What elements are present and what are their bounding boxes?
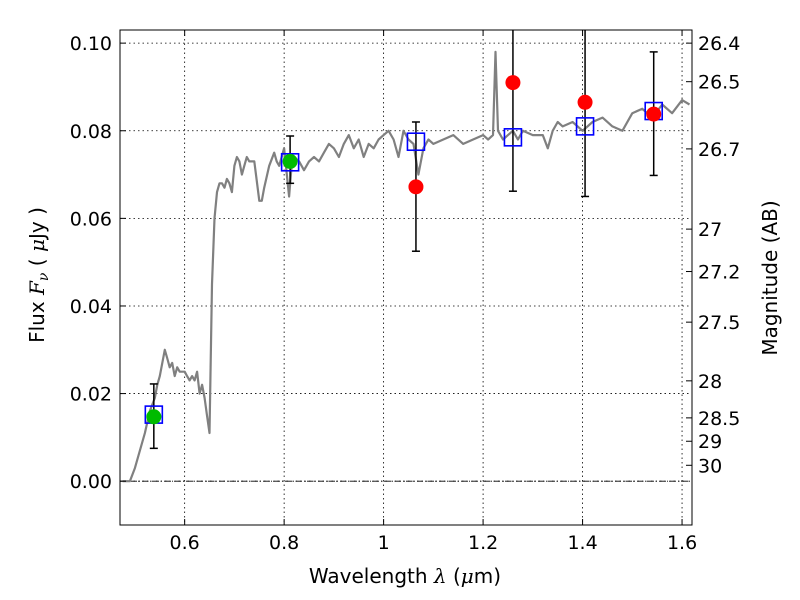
x-axis-label: Wavelength λ (μm) <box>309 564 501 588</box>
observed-point <box>646 106 662 122</box>
mag-tick-label: 26.7 <box>698 139 740 161</box>
x-tick-label: 0.6 <box>170 532 200 554</box>
model-point-square <box>575 117 595 136</box>
observed-point <box>505 75 521 91</box>
y-tick-label: 0.10 <box>70 33 112 55</box>
x-tick-label: 1.6 <box>667 532 697 554</box>
model-photometry-markers <box>144 101 664 424</box>
y-tick-label: 0.02 <box>70 384 112 406</box>
x-tick-label: 0.8 <box>269 532 299 554</box>
mag-tick-label: 26.4 <box>698 33 740 55</box>
x-tick-label: 1.2 <box>468 532 498 554</box>
mag-tick-label: 28 <box>698 371 722 393</box>
mag-tick-label: 30 <box>698 455 722 477</box>
y-tick-label: 0.06 <box>70 208 112 230</box>
model-point-square <box>280 152 300 172</box>
y-axis-label: Flux Fν ( μJy ) <box>25 207 52 343</box>
observed-photometry-markers <box>146 75 662 425</box>
plot-frame <box>119 29 693 526</box>
observed-point <box>146 409 162 425</box>
mag-tick-label: 27 <box>698 219 722 241</box>
model-point-square <box>406 132 426 152</box>
y-tick-label: 0.08 <box>70 121 112 143</box>
x-tick-label: 1.4 <box>567 532 597 554</box>
observed-point <box>577 94 593 110</box>
tick-labels: 0.6 0.8 1 1.2 1.4 1.6 0.00 0.02 0.04 0.06 0.08 0.10… <box>70 33 741 554</box>
model-spectrum-line <box>122 50 691 483</box>
observed-point <box>282 153 298 169</box>
grid <box>120 30 692 525</box>
mag-tick-label: 26.5 <box>698 72 740 94</box>
y2-axis-label: Magnitude (AB) <box>758 200 782 355</box>
mag-tick-label: 27.2 <box>698 262 740 284</box>
mag-tick-label: 29 <box>698 431 722 453</box>
y-tick-label: 0.00 <box>70 471 112 493</box>
mag-tick-label: 28.5 <box>698 408 740 430</box>
x-tick-label: 1 <box>378 532 390 554</box>
model-point-square <box>503 128 523 147</box>
mag-tick-label: 27.5 <box>698 312 740 334</box>
model-spectrum-group <box>122 50 691 483</box>
y-tick-label: 0.04 <box>70 296 112 318</box>
observed-point <box>408 179 424 195</box>
axis-ticks <box>120 30 692 525</box>
